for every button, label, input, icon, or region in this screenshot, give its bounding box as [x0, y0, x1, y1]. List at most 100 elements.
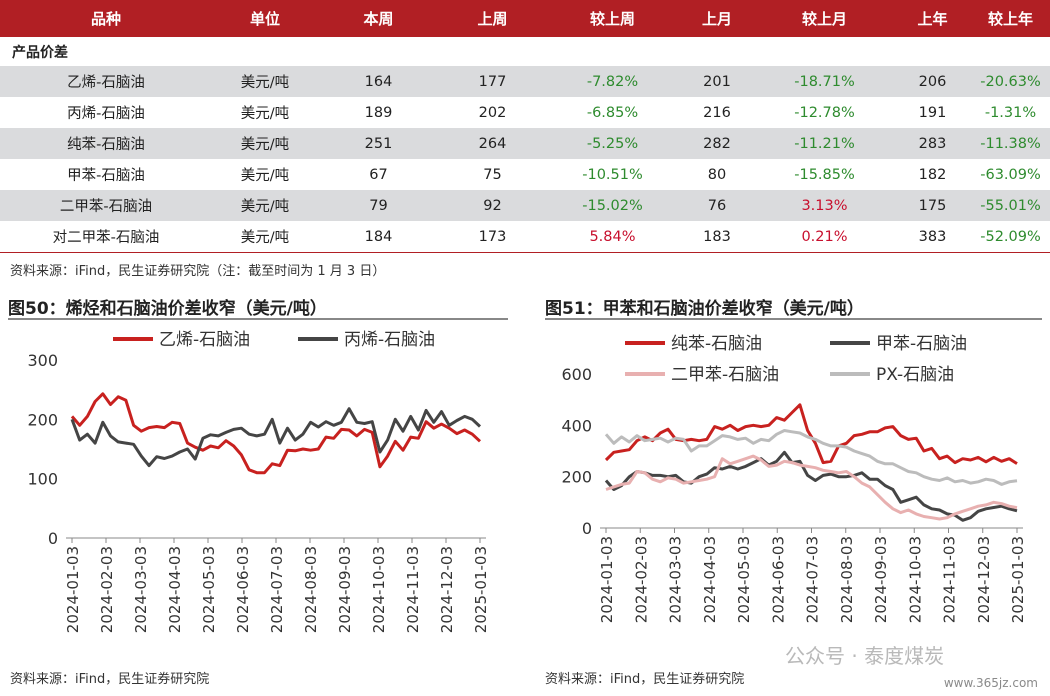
chart51-series-line: [605, 454, 1018, 521]
header-cell: 较上周: [546, 0, 679, 37]
table-row: 二甲苯-石脑油 美元/吨 79 92 -15.02% 76 3.13% 175 -55.01%: [0, 190, 1050, 221]
cell: -63.09%: [980, 166, 1041, 183]
cell: 191: [918, 104, 947, 121]
table-row: 甲苯-石脑油 美元/吨 67 75 -10.51% 80 -15.85% 182 -63.09%: [0, 159, 1050, 190]
chart50-xtick-label: 2024-08-03: [302, 546, 320, 633]
cell: 甲苯-石脑油: [67, 168, 145, 184]
cell: 美元/吨: [212, 190, 318, 221]
cell: 201: [679, 66, 755, 97]
chart51-legend-label: 甲苯-石脑油: [876, 334, 967, 354]
header-cell: 单位: [212, 0, 318, 37]
cell: 67: [369, 166, 388, 183]
table-source-note: 资料来源：iFind，民生证券研究院（注：截至时间为 1 月 3 日）: [10, 264, 386, 279]
cell: 80: [707, 166, 727, 183]
site-watermark: www.365jz.com: [943, 676, 1038, 690]
cell: -15.85%: [794, 166, 855, 183]
chart51-xtick-label: 2024-08-03: [838, 536, 856, 623]
cell: 283: [894, 128, 971, 159]
cell: 182: [918, 166, 947, 183]
chart51-xtick-label: 2025-01-03: [1009, 536, 1027, 623]
cell: 二甲苯-石脑油: [0, 190, 212, 221]
chart51-legend-label: 二甲苯-石脑油: [671, 365, 779, 385]
chart51-legend-label: PX-石脑油: [876, 365, 954, 385]
chart51-series-line: [604, 450, 1018, 522]
chart51-xtick-label: 2024-12-03: [975, 536, 993, 623]
cell: -10.51%: [582, 166, 643, 183]
cell: -6.85%: [586, 104, 639, 121]
cell: 206: [894, 66, 971, 97]
cell: 216: [703, 104, 731, 121]
cell: -11.21%: [755, 128, 894, 159]
cell: 丙烯-石脑油: [67, 106, 145, 122]
cell: -12.78%: [794, 104, 855, 121]
chart50-xtick-label: 2024-05-03: [200, 546, 218, 633]
table-row: 纯苯-石脑油 美元/吨 251 264 -5.25% 282 -11.21% 283 -11.3…: [0, 128, 1050, 159]
chart50-xtick-label: 2024-11-03: [404, 546, 422, 633]
cell: 175: [894, 190, 971, 221]
chart50-xtick-label: 2024-04-03: [166, 546, 184, 633]
cell: -20.63%: [971, 66, 1050, 97]
cell: 202: [478, 104, 507, 121]
chart50-ytick-label: 100: [27, 470, 58, 489]
cell: 美元/吨: [240, 168, 290, 184]
table-row: 丙烯-石脑油 美元/吨 189 202 -6.85% 216 -12.78% 191 -1.31…: [0, 97, 1050, 128]
cell: 173: [439, 221, 546, 253]
cell: 184: [318, 221, 439, 253]
cell: 183: [679, 221, 755, 253]
chart50-ytick-label: 200: [27, 410, 58, 429]
cell: -18.71%: [755, 66, 894, 97]
cell: 251: [318, 128, 439, 159]
chart51-xtick-label: 2024-07-03: [804, 536, 822, 623]
chart50-ytick-label: 300: [27, 351, 58, 370]
cell: -1.31%: [984, 104, 1037, 121]
cell: -15.02%: [546, 190, 679, 221]
cell: -11.38%: [971, 128, 1050, 159]
header-cell: 较上年: [971, 0, 1050, 37]
cell: 美元/吨: [240, 106, 290, 122]
price-spread-table: 品种 单位 本周 上周 较上周 上月 较上月 上年 较上年 产品价差 乙烯-石脑…: [0, 0, 1050, 253]
chart51-ytick-label: 200: [561, 468, 592, 487]
cell: 75: [483, 166, 502, 183]
header-cell: 品种: [0, 0, 212, 37]
chart51-series-line: [604, 429, 1018, 486]
chart51-source: 资料来源：iFind，民生证券研究院: [545, 672, 745, 687]
chart51-xtick-label: 2024-02-03: [632, 536, 650, 623]
cell: -55.01%: [971, 190, 1050, 221]
cell: 92: [439, 190, 546, 221]
chart50-xtick-label: 2025-01-03: [472, 546, 490, 633]
chart51-ytick-label: 600: [561, 365, 592, 384]
cell: 282: [679, 128, 755, 159]
chart51-xtick-label: 2024-06-03: [769, 536, 787, 623]
chart50-xtick-label: 2024-03-03: [132, 546, 150, 633]
cell: 383: [894, 221, 971, 253]
chart50-legend-label: 丙烯-石脑油: [344, 330, 435, 350]
cell: 79: [318, 190, 439, 221]
chart51-ytick-label: 400: [561, 416, 592, 435]
cell: -7.82%: [546, 66, 679, 97]
chart51-legend-label: 纯苯-石脑油: [671, 334, 762, 354]
chart50-title: 图50：烯烃和石脑油价差收窄（美元/吨）: [8, 299, 327, 319]
cell: -5.25%: [546, 128, 679, 159]
cell: 美元/吨: [212, 221, 318, 253]
table-header-row: 品种 单位 本周 上周 较上周 上月 较上月 上年 较上年: [0, 0, 1050, 37]
header-cell: 上周: [439, 0, 546, 37]
table-row: 对二甲苯-石脑油 美元/吨 184 173 5.84% 183 0.21% 383 -52.09…: [0, 221, 1050, 253]
chart51-xtick-label: 2024-11-03: [941, 536, 959, 623]
cell: 177: [439, 66, 546, 97]
chart50-title-divider: [8, 318, 508, 320]
chart51-title: 图51：甲苯和石脑油价差收窄（美元/吨）: [545, 299, 864, 319]
cell: 76: [679, 190, 755, 221]
chart50-xtick-label: 2024-09-03: [336, 546, 354, 633]
chart50-xtick-label: 2024-10-03: [370, 546, 388, 633]
cell: 3.13%: [755, 190, 894, 221]
chart51-title-divider: [545, 318, 1042, 320]
cell: 264: [439, 128, 546, 159]
cell: 美元/吨: [212, 66, 318, 97]
cell: 乙烯-石脑油: [0, 66, 212, 97]
header-cell: 较上月: [755, 0, 894, 37]
chart50-xtick-label: 2024-07-03: [268, 546, 286, 633]
header-cell: 本周: [318, 0, 439, 37]
chart51-xtick-label: 2024-04-03: [701, 536, 719, 623]
table-row: 乙烯-石脑油 美元/吨 164 177 -7.82% 201 -18.71% 206 -20.6…: [0, 66, 1050, 97]
chart51-xtick-label: 2024-09-03: [872, 536, 890, 623]
